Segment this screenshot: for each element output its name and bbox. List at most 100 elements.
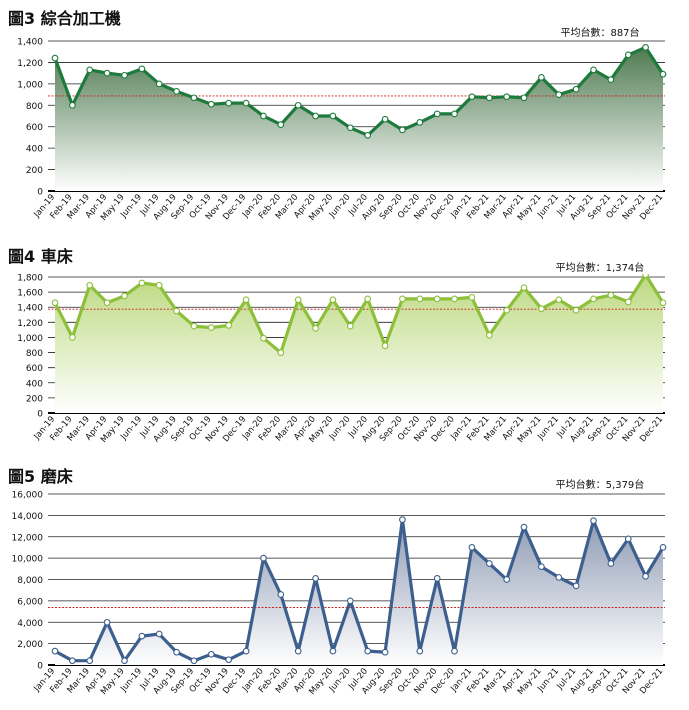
y-tick-label: 200 (26, 166, 43, 176)
data-point (69, 101, 76, 109)
data-point (138, 279, 146, 287)
data-point (173, 307, 180, 315)
data-point (225, 322, 233, 329)
y-tick-label: 0 (37, 410, 43, 420)
data-point (86, 281, 94, 289)
y-tick-label: 1,800 (17, 274, 43, 284)
data-point (485, 560, 493, 567)
data-point (538, 563, 545, 571)
data-point (155, 281, 163, 289)
average-label-bg (543, 478, 653, 491)
data-point (451, 295, 458, 303)
data-point (242, 296, 250, 304)
data-point (364, 295, 372, 303)
data-point (364, 131, 372, 139)
data-point (451, 647, 458, 655)
average-label-bg (543, 261, 653, 274)
data-point (86, 66, 94, 74)
data-point (590, 66, 597, 74)
data-point (555, 574, 563, 581)
data-point (346, 124, 354, 132)
data-point (51, 299, 59, 307)
data-point (294, 647, 302, 655)
y-tick-label: 0 (37, 662, 43, 672)
average-label: 平均台數：887台 (560, 26, 639, 39)
data-point (520, 284, 528, 291)
data-point (173, 648, 180, 656)
data-point (346, 322, 354, 330)
data-point (260, 554, 267, 562)
chart-grinder: 圖5 磨床 0 2,000 4,000 6,000 8,000 10,000 12,000 14… (8, 467, 667, 697)
data-point (364, 647, 372, 655)
data-point (503, 306, 511, 314)
data-point (329, 296, 337, 304)
series-area (55, 519, 663, 665)
y-tick-label: 2,000 (17, 640, 43, 650)
y-tick-label: 600 (26, 123, 43, 133)
data-point (607, 291, 615, 299)
data-point (468, 294, 476, 301)
y-tick-label: 1,400 (17, 304, 43, 314)
data-point (381, 342, 389, 350)
data-point (69, 334, 76, 341)
y-tick-label: 200 (26, 394, 43, 404)
data-point (624, 51, 632, 59)
y-tick-label: 800 (26, 349, 43, 359)
data-point (207, 324, 215, 331)
data-point (503, 576, 511, 583)
data-point (485, 331, 493, 339)
data-point (624, 535, 632, 543)
y-tick-label: 1,200 (17, 319, 43, 329)
data-point (538, 305, 545, 313)
data-point (155, 630, 163, 638)
data-point (416, 295, 424, 303)
y-tick-label: 600 (26, 364, 43, 374)
data-point (277, 121, 285, 128)
data-point (51, 647, 59, 655)
data-point (312, 325, 319, 332)
data-point (659, 544, 667, 551)
data-point (485, 94, 493, 102)
chart-title: 圖3 綜合加工機 (8, 9, 121, 28)
data-point (121, 71, 128, 79)
y-tick-label: 1,000 (17, 334, 43, 344)
data-point (607, 76, 615, 83)
average-label: 平均台數：1,374台 (556, 261, 645, 274)
y-tick-label: 1,200 (17, 59, 43, 69)
average-label: 平均台數：5,379台 (556, 478, 645, 491)
data-point (69, 657, 76, 665)
data-point (242, 99, 250, 107)
data-point (399, 126, 406, 134)
data-point (51, 54, 59, 62)
y-tick-label: 0 (37, 188, 43, 198)
data-point (520, 94, 528, 102)
y-tick-label: 12,000 (12, 533, 44, 543)
data-point (190, 657, 198, 665)
data-point (190, 322, 198, 330)
data-point (572, 582, 580, 590)
data-point (277, 591, 285, 598)
data-point (121, 292, 128, 300)
average-label-bg (543, 26, 653, 39)
data-point (555, 91, 563, 98)
data-point (381, 115, 389, 123)
y-tick-label: 1,400 (17, 38, 43, 48)
data-point (468, 544, 476, 551)
data-point (225, 656, 233, 664)
data-point (572, 306, 580, 314)
data-point (399, 516, 406, 523)
data-point (555, 296, 563, 304)
data-point (590, 295, 597, 303)
data-point (416, 647, 424, 655)
y-tick-label: 10,000 (12, 555, 44, 565)
data-point (416, 119, 424, 126)
data-point (642, 44, 649, 51)
data-point (329, 647, 337, 655)
data-point (538, 74, 545, 81)
data-point (590, 517, 597, 525)
data-point (381, 648, 389, 656)
data-point (433, 575, 441, 582)
data-point (155, 80, 163, 88)
data-point (138, 65, 146, 73)
data-point (433, 110, 441, 118)
